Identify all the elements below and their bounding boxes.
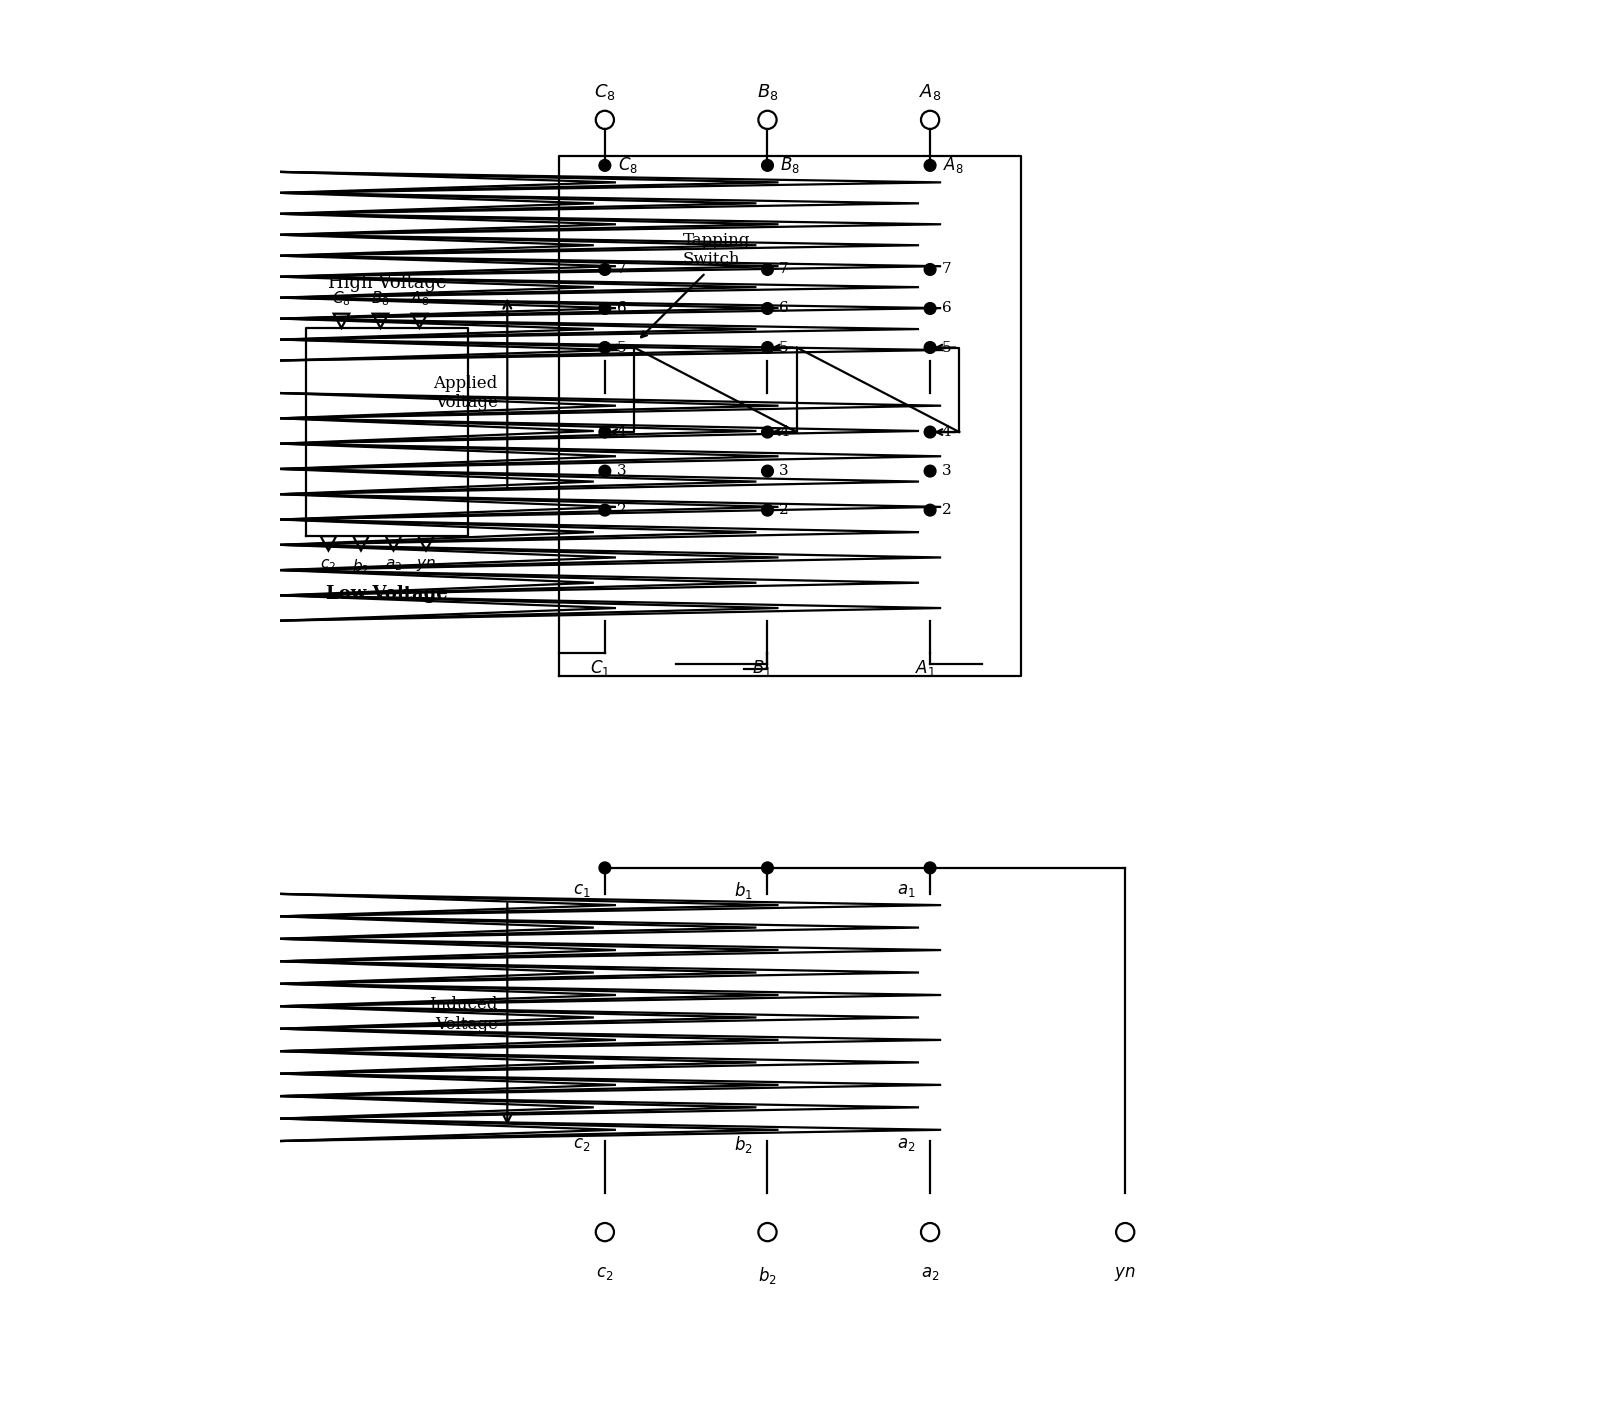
Text: $A_8$: $A_8$ <box>918 81 941 101</box>
Text: $B_8$: $B_8$ <box>371 289 390 309</box>
Circle shape <box>762 862 773 873</box>
Circle shape <box>762 504 773 517</box>
Circle shape <box>925 504 936 517</box>
Text: 3: 3 <box>616 465 626 479</box>
Circle shape <box>762 160 773 171</box>
Circle shape <box>925 341 936 354</box>
Circle shape <box>925 465 936 477</box>
Text: $a_1$: $a_1$ <box>898 882 915 899</box>
Text: 4: 4 <box>942 425 952 439</box>
Circle shape <box>598 862 611 873</box>
Text: 6: 6 <box>942 302 952 316</box>
Text: $C_8$: $C_8$ <box>618 156 638 176</box>
Text: 3: 3 <box>779 465 789 479</box>
Circle shape <box>598 504 611 517</box>
Text: Tapping
Switch: Tapping Switch <box>683 232 750 268</box>
Text: 2: 2 <box>616 503 626 517</box>
Text: Induced
Voltage: Induced Voltage <box>429 995 498 1032</box>
Text: $a_2$: $a_2$ <box>922 1265 939 1282</box>
Text: $yn$: $yn$ <box>1114 1265 1136 1283</box>
Text: $A_1$: $A_1$ <box>915 658 936 678</box>
Text: $c_2$: $c_2$ <box>320 557 336 573</box>
Text: 5: 5 <box>942 341 952 355</box>
Circle shape <box>598 160 611 171</box>
Text: $a_2$: $a_2$ <box>898 1136 915 1153</box>
Text: $B_8$: $B_8$ <box>757 81 778 101</box>
Text: 3: 3 <box>942 465 952 479</box>
Text: $C_8$: $C_8$ <box>333 289 350 309</box>
Circle shape <box>762 427 773 438</box>
Text: $A_8$: $A_8$ <box>410 289 429 309</box>
Text: $A_8$: $A_8$ <box>942 156 963 176</box>
Text: 5: 5 <box>779 341 789 355</box>
Circle shape <box>762 264 773 275</box>
Circle shape <box>925 862 936 873</box>
Text: 4: 4 <box>779 425 789 439</box>
Circle shape <box>762 341 773 354</box>
Circle shape <box>925 264 936 275</box>
Text: $B_8$: $B_8$ <box>781 156 800 176</box>
Text: 6: 6 <box>616 302 626 316</box>
Text: 6: 6 <box>779 302 789 316</box>
Circle shape <box>925 427 936 438</box>
Circle shape <box>598 341 611 354</box>
Text: $b_2$: $b_2$ <box>758 1265 778 1286</box>
Text: $a_2$: $a_2$ <box>386 557 402 573</box>
Text: $c_2$: $c_2$ <box>597 1265 613 1282</box>
Text: 7: 7 <box>616 263 626 277</box>
Circle shape <box>762 303 773 314</box>
Circle shape <box>925 303 936 314</box>
Text: 2: 2 <box>942 503 952 517</box>
Text: 7: 7 <box>942 263 952 277</box>
Text: $C_8$: $C_8$ <box>594 81 616 101</box>
Circle shape <box>598 303 611 314</box>
Text: $B_1$: $B_1$ <box>752 658 773 678</box>
Text: 7: 7 <box>779 263 789 277</box>
Text: $C_1$: $C_1$ <box>590 658 610 678</box>
Text: $yn$: $yn$ <box>416 557 437 573</box>
Circle shape <box>925 160 936 171</box>
Circle shape <box>598 465 611 477</box>
Text: Low Voltage: Low Voltage <box>326 585 448 602</box>
Text: 2: 2 <box>779 503 789 517</box>
Circle shape <box>598 264 611 275</box>
Circle shape <box>762 465 773 477</box>
Text: $c_1$: $c_1$ <box>573 882 590 899</box>
Text: $b_2$: $b_2$ <box>734 1134 754 1155</box>
Text: 4: 4 <box>616 425 626 439</box>
Text: $b_2$: $b_2$ <box>352 557 370 576</box>
Circle shape <box>598 427 611 438</box>
Text: $c_2$: $c_2$ <box>573 1136 590 1153</box>
Text: High Voltage: High Voltage <box>328 274 446 292</box>
Text: Applied
Voltage: Applied Voltage <box>434 375 498 411</box>
Text: $b_1$: $b_1$ <box>734 880 754 901</box>
Text: 5: 5 <box>616 341 626 355</box>
